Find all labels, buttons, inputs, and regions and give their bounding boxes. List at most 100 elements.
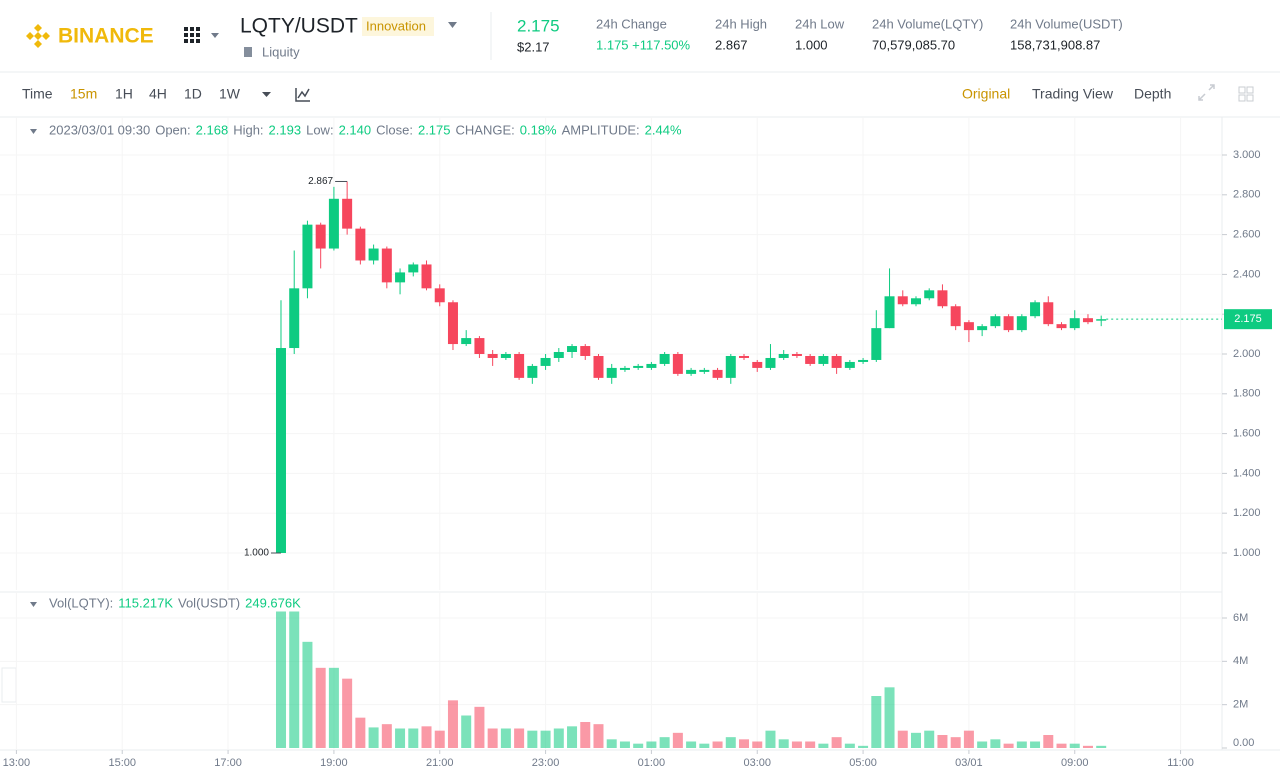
info-value: 2.175 [418, 122, 451, 137]
collapse[interactable] [30, 602, 37, 607]
candle-body [514, 353, 525, 378]
x-tick-label: 11:00 [1167, 757, 1194, 769]
candle-body [778, 353, 789, 358]
volume-bar [540, 730, 551, 748]
vol-tick-label: 6M [1233, 612, 1248, 624]
interval[interactable]: 1W [219, 86, 241, 102]
x-tick-label: 05:00 [849, 757, 877, 769]
candle-body [421, 264, 432, 289]
volume-bar [633, 743, 644, 748]
layout-icon[interactable] [1238, 86, 1254, 102]
candle-body [910, 298, 921, 305]
x-tick-label: 01:00 [638, 757, 666, 769]
volume-bar [447, 700, 458, 748]
candle-body [712, 369, 723, 378]
volume-bar [659, 737, 670, 748]
candle-body [553, 352, 564, 358]
volume-bar [844, 743, 855, 748]
price-usd: $2.17 [517, 39, 550, 54]
volume-bar [739, 739, 750, 748]
view-tab[interactable]: Original [962, 86, 1010, 102]
y-tick-label: 1.000 [1233, 547, 1261, 559]
volume-bar [1096, 745, 1107, 748]
candle-body [633, 365, 644, 368]
tag-bg [362, 17, 434, 36]
dropdown[interactable] [448, 22, 457, 28]
candle-body [342, 198, 353, 229]
doc-icon [244, 47, 252, 57]
stat-value: 70,579,085.70 [872, 37, 955, 52]
side-toggle[interactable] [1, 667, 17, 703]
volume-bar [884, 687, 895, 748]
interval[interactable]: 1D [184, 86, 202, 102]
stat-label: 24h High [715, 16, 767, 31]
volume-bar [580, 722, 591, 748]
x-tick-label: 15:00 [108, 757, 136, 769]
vol-label: Vol(LQTY): [49, 595, 113, 610]
last-price-bg [1224, 309, 1272, 330]
volume-bar [686, 741, 697, 748]
candle-body [408, 264, 419, 273]
logo[interactable]: BINANCE [26, 24, 154, 48]
candle-body [1016, 316, 1027, 331]
x-tick-label: 19:00 [320, 757, 348, 769]
candle-body [1096, 319, 1107, 321]
candle-body [619, 367, 630, 370]
candle-body [977, 326, 988, 331]
coin-name[interactable]: Liquity [262, 44, 300, 59]
candle-body [672, 353, 683, 374]
candle-body [500, 353, 511, 358]
vol-value: 115.217K [118, 595, 173, 610]
low-marker: 1.000 [244, 548, 269, 559]
stat-value: 2.867 [715, 37, 748, 52]
volume-bar [990, 739, 1001, 748]
y-tick-label: 2.600 [1233, 229, 1261, 241]
candle-body [381, 248, 392, 283]
info-label: Open: [155, 122, 190, 137]
fullscreen-icon[interactable] [1198, 84, 1215, 101]
volume-bar [831, 737, 842, 748]
volume-bar [1030, 741, 1041, 748]
interval[interactable]: 15m [70, 86, 97, 102]
stat-value: 1.000 [795, 37, 828, 52]
vol-label: Vol(USDT) [178, 595, 240, 610]
y-tick-label: 1.600 [1233, 427, 1261, 439]
info-value: 2.140 [339, 122, 372, 137]
indicator-icon[interactable] [295, 88, 310, 102]
interval[interactable]: 4H [149, 86, 167, 102]
y-tick-label: 2.000 [1233, 348, 1261, 360]
volume-bar [553, 728, 564, 748]
view-tab[interactable]: Trading View [1032, 86, 1114, 102]
stat-label: 24h Low [795, 16, 845, 31]
volume-bar [672, 732, 683, 748]
view-tab[interactable]: Depth [1134, 86, 1171, 102]
volume-bar [924, 730, 935, 748]
volume-bar [606, 739, 617, 748]
info-label: CHANGE: [456, 122, 515, 137]
candle-body [434, 288, 445, 303]
volume-bar [646, 741, 657, 748]
interval[interactable]: 1H [115, 86, 133, 102]
dropdown[interactable] [211, 33, 219, 38]
candle-body [765, 357, 776, 368]
interval: Time [22, 86, 53, 102]
candle-body [328, 198, 339, 249]
volume-bar [937, 735, 948, 748]
candle-body [871, 328, 882, 360]
candle-body [487, 353, 498, 358]
apps-icon[interactable] [184, 27, 200, 43]
candle-body [606, 367, 617, 378]
volume-bar [699, 743, 710, 748]
dropdown[interactable] [262, 92, 271, 97]
stat-label: 24h Volume(USDT) [1010, 16, 1123, 31]
candle-body [791, 353, 802, 356]
stat-value: 1.175 +117.50% [596, 37, 691, 52]
collapse[interactable] [30, 129, 37, 134]
pair: LQTY/USDT [240, 15, 358, 38]
x-tick-label: 03:00 [743, 757, 771, 769]
volume-bar [289, 611, 300, 748]
candle-body [540, 357, 551, 366]
info-value: 2.168 [196, 122, 229, 137]
price: 2.175 [517, 16, 560, 35]
x-tick-label: 09:00 [1061, 757, 1089, 769]
